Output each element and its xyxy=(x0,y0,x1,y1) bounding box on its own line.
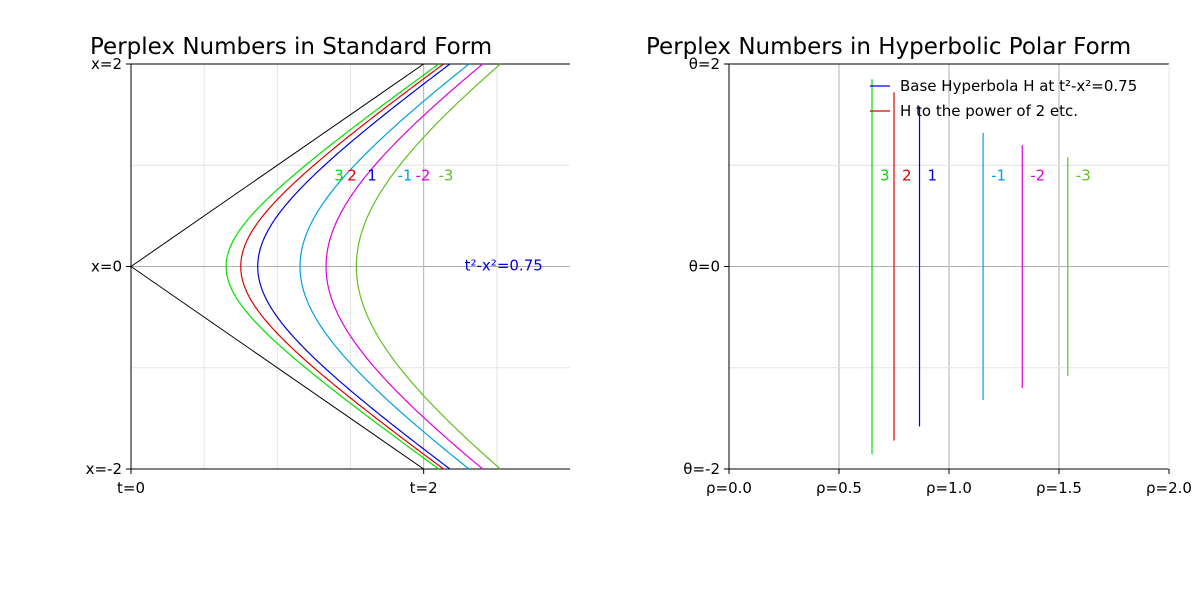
y-tick-label: x=2 xyxy=(91,55,122,73)
series-label: 2 xyxy=(347,166,357,184)
series-label: 1 xyxy=(928,166,938,184)
light-cone-lower-line xyxy=(130,266,424,470)
series-label: 3 xyxy=(880,166,890,184)
legend-label: H to the power of 2 etc. xyxy=(900,102,1078,120)
chart-title: Perplex Numbers in Hyperbolic Polar Form xyxy=(646,34,1131,60)
x-tick-label: ρ=0.0 xyxy=(706,479,752,497)
series-label: -3 xyxy=(1076,166,1091,184)
y-tick-label: x=0 xyxy=(91,258,122,276)
legend: Base Hyperbola H at t²-x²=0.75 H to the p… xyxy=(870,77,1137,120)
chart-panel-2: Perplex Numbers in Hyperbolic Polar Form… xyxy=(646,34,1192,497)
series-line xyxy=(299,63,470,470)
x-tick-label: t=0 xyxy=(117,479,145,497)
grid-lines xyxy=(729,64,1169,469)
x-tick-label: ρ=1.5 xyxy=(1036,479,1082,497)
series-line xyxy=(240,63,444,470)
y-tick-label: θ=-2 xyxy=(683,460,720,478)
grid-lines xyxy=(131,64,570,469)
series-line xyxy=(257,63,451,470)
series-label: -1 xyxy=(991,166,1006,184)
chart-title: Perplex Numbers in Standard Form xyxy=(90,34,492,60)
equation-annotation: t²-x²=0.75 xyxy=(465,257,543,275)
x-tick-label: t=2 xyxy=(410,479,438,497)
series-label: 3 xyxy=(334,166,344,184)
series-line xyxy=(325,63,484,470)
series-label: -2 xyxy=(416,166,431,184)
light-cone-upper-line xyxy=(130,63,424,267)
series-label: -2 xyxy=(1030,166,1045,184)
y-tick-label: x=-2 xyxy=(86,460,122,478)
y-tick-label: θ=0 xyxy=(689,258,720,276)
x-tick-label: ρ=0.5 xyxy=(816,479,862,497)
series-line xyxy=(225,63,440,470)
series-line xyxy=(355,63,501,470)
x-tick-label: ρ=1.0 xyxy=(926,479,972,497)
x-tick-label: ρ=2.0 xyxy=(1146,479,1192,497)
light-cone xyxy=(130,63,424,470)
series-label: 1 xyxy=(367,166,377,184)
series-label: 2 xyxy=(902,166,912,184)
chart-panel-1: Perplex Numbers in Standard Form t=0 t=2 x=… xyxy=(86,34,570,497)
y-tick-label: θ=2 xyxy=(689,55,720,73)
series-label: -1 xyxy=(398,166,413,184)
series-label: -3 xyxy=(439,166,454,184)
legend-label: Base Hyperbola H at t²-x²=0.75 xyxy=(900,77,1137,95)
